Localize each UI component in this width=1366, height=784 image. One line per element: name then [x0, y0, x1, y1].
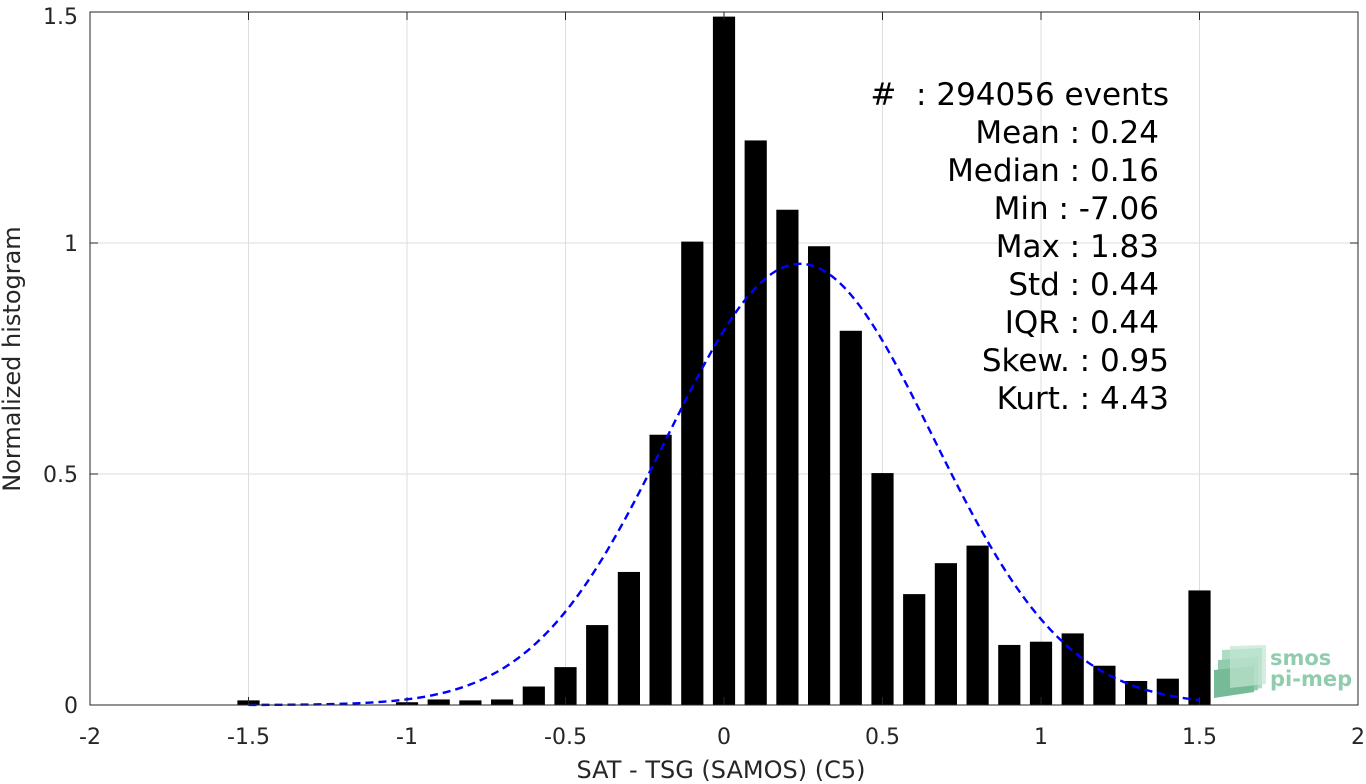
histogram-bar — [427, 699, 450, 705]
histogram-bar — [871, 473, 894, 705]
x-axis-label: SAT - TSG (SAMOS) (C5) — [577, 756, 866, 784]
logo-text-smos: smos — [1270, 646, 1331, 670]
histogram-bar — [522, 686, 545, 705]
logo-mark-icon — [1214, 645, 1266, 698]
histogram-bar — [712, 16, 736, 706]
histogram-bar — [586, 625, 609, 705]
histogram-bar — [554, 667, 577, 705]
x-tick-label: 0.5 — [865, 725, 900, 750]
x-tick-label: 1.5 — [1182, 725, 1217, 750]
y-axis-label: Normalized histogram — [0, 226, 26, 491]
y-tick-label: 1.5 — [43, 5, 78, 30]
histogram-bar — [1061, 633, 1084, 705]
histogram-bar — [649, 434, 672, 705]
histogram-bar — [744, 140, 767, 705]
histogram-bar — [808, 246, 831, 705]
y-axis: 0 0.5 1 1.5 — [43, 5, 1358, 719]
x-tick-label: -2 — [79, 725, 101, 750]
histogram-bar — [839, 330, 862, 705]
stat-iqr: IQR : 0.44 — [1005, 305, 1159, 341]
stat-min: Min : -7.06 — [994, 191, 1159, 227]
histogram-bar — [1188, 590, 1211, 705]
histogram-bar — [903, 594, 926, 705]
x-tick-label: -0.5 — [544, 725, 587, 750]
x-tick-label: -1 — [396, 725, 418, 750]
y-tick-label: 0 — [64, 694, 78, 719]
histogram-bar — [681, 241, 704, 705]
histogram-bar — [617, 571, 640, 705]
x-axis: -2 -1.5 -1 -0.5 0 0.5 1 1.5 2 — [79, 12, 1365, 750]
stat-median: Median : 0.16 — [947, 153, 1159, 189]
stat-std: Std : 0.44 — [1008, 267, 1159, 303]
x-tick-label: -1.5 — [227, 725, 270, 750]
x-tick-label: 2 — [1351, 725, 1365, 750]
histogram-bar — [934, 563, 957, 705]
y-tick-label: 0.5 — [43, 463, 78, 488]
histogram-bar — [1156, 678, 1179, 705]
stat-skew: Skew. : 0.95 — [982, 343, 1169, 379]
x-tick-label: 1 — [1034, 725, 1048, 750]
histogram-bars — [237, 16, 1211, 706]
histogram-bar — [491, 699, 514, 705]
y-tick-label: 1 — [64, 232, 78, 257]
x-tick-label: 0 — [717, 725, 731, 750]
logo-text-pi-mep: pi-mep — [1270, 667, 1352, 691]
stat-max: Max : 1.83 — [996, 229, 1159, 265]
histogram-bar — [1029, 641, 1053, 705]
statistics-annotation: # : 294056 events Mean : 0.24 Median : 0… — [870, 77, 1169, 417]
stat-events: # : 294056 events — [870, 77, 1169, 113]
histogram-bar — [966, 545, 989, 705]
stat-kurt: Kurt. : 4.43 — [997, 381, 1169, 417]
histogram-bar — [1125, 680, 1148, 705]
stat-mean: Mean : 0.24 — [975, 115, 1159, 151]
histogram-bar — [459, 700, 482, 705]
histogram-bar — [998, 644, 1021, 705]
smos-pi-mep-logo: smos pi-mep — [1214, 645, 1352, 698]
histogram-bar — [776, 209, 799, 705]
